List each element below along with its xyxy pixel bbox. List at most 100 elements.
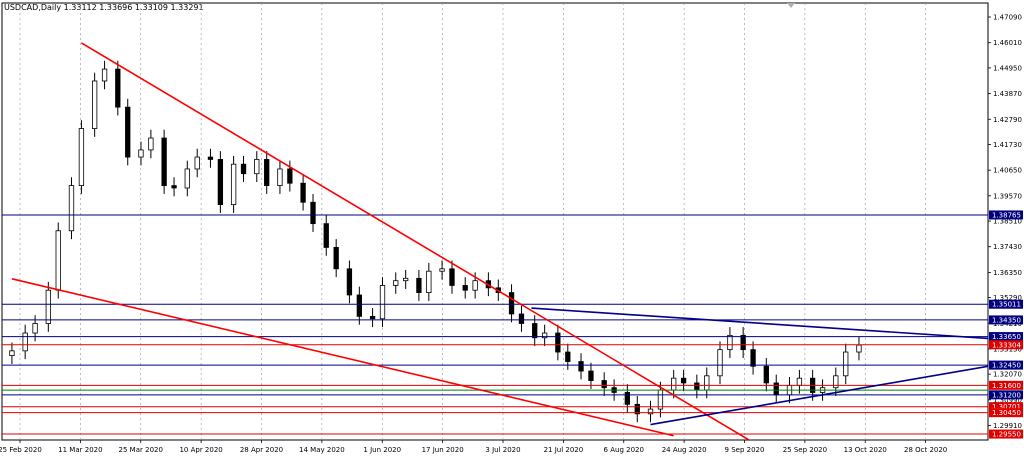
x-tick-label: 25 Sep 2020 bbox=[783, 446, 827, 454]
x-tick-label: 17 Jun 2020 bbox=[422, 446, 464, 454]
level-tag bbox=[989, 390, 1023, 400]
candle-body bbox=[68, 185, 75, 232]
candle-body bbox=[230, 163, 237, 206]
candle-body bbox=[717, 349, 723, 377]
candle-body bbox=[532, 323, 538, 339]
candle-body bbox=[369, 315, 376, 320]
candle-body bbox=[763, 365, 769, 384]
chart-title: USDCAD,Daily 1.33112 1.33696 1.33109 1.3… bbox=[4, 3, 204, 12]
candle-body bbox=[578, 361, 584, 372]
level-tag bbox=[989, 360, 1023, 370]
candle-body bbox=[207, 156, 214, 160]
candle-body bbox=[148, 137, 154, 151]
y-tick-label: 1.35290 bbox=[993, 294, 1022, 302]
level-tag-label: 1.29550 bbox=[992, 431, 1021, 439]
level-tag bbox=[989, 210, 1023, 220]
level-tag bbox=[989, 380, 1023, 390]
candle-body bbox=[45, 289, 51, 324]
candle-body bbox=[32, 323, 38, 334]
x-tick-label: 10 Apr 2020 bbox=[179, 446, 222, 454]
level-tag-label: 1.38765 bbox=[992, 211, 1021, 219]
candle-body bbox=[217, 159, 224, 206]
y-tick-label: 1.38510 bbox=[993, 218, 1022, 226]
candle-body bbox=[240, 163, 247, 175]
candle-body bbox=[680, 377, 687, 384]
candle-body bbox=[346, 268, 353, 296]
y-tick-label: 1.37430 bbox=[993, 243, 1022, 251]
candle-body bbox=[416, 277, 422, 293]
level-tag-label: 1.33650 bbox=[992, 333, 1021, 341]
candle-body bbox=[310, 201, 316, 225]
trendline-red-down-long bbox=[11, 278, 674, 437]
candle-body bbox=[356, 294, 362, 317]
candle-body bbox=[647, 408, 654, 415]
level-tag-label: 1.34350 bbox=[992, 316, 1021, 324]
candle-body bbox=[91, 80, 98, 129]
candle-body bbox=[588, 370, 594, 381]
candle-body bbox=[264, 159, 270, 186]
candle-body bbox=[773, 382, 779, 396]
y-tick-label: 1.29910 bbox=[993, 422, 1022, 430]
candle-body bbox=[393, 280, 399, 286]
y-tick-label: 1.43870 bbox=[993, 90, 1022, 98]
candle-body bbox=[555, 332, 561, 353]
x-tick-label: 25 Mar 2020 bbox=[119, 446, 163, 454]
candle-body bbox=[704, 375, 710, 391]
y-tick-label: 1.36350 bbox=[993, 269, 1022, 277]
candle-body bbox=[472, 280, 478, 291]
candle-body bbox=[462, 285, 468, 291]
x-tick-label: 9 Sep 2020 bbox=[725, 446, 765, 454]
x-tick-label: 13 Oct 2020 bbox=[844, 446, 887, 454]
candle-body bbox=[541, 332, 548, 339]
level-tag bbox=[989, 315, 1023, 325]
candle-body bbox=[171, 185, 177, 189]
candle-body bbox=[55, 230, 61, 291]
candle-body bbox=[750, 349, 756, 367]
x-tick-label: 1 Jun 2020 bbox=[363, 446, 401, 454]
candle-body bbox=[22, 332, 28, 352]
y-tick-label: 1.32070 bbox=[993, 371, 1022, 379]
y-tick-label: 1.46010 bbox=[993, 39, 1022, 47]
level-tag-label: 1.31600 bbox=[992, 382, 1021, 390]
y-tick-label: 1.33130 bbox=[993, 345, 1022, 353]
candle-body bbox=[439, 268, 445, 272]
candle-body bbox=[601, 380, 607, 389]
trendline-blue-upper bbox=[531, 307, 988, 340]
level-tag-label: 1.32450 bbox=[992, 362, 1021, 370]
candle-body bbox=[184, 168, 190, 189]
candle-body bbox=[565, 351, 571, 362]
y-tick-label: 1.30990 bbox=[993, 396, 1022, 404]
level-tag-label: 1.30450 bbox=[992, 409, 1021, 417]
level-tag-label: 1.33304 bbox=[992, 341, 1021, 349]
candle-body bbox=[518, 313, 525, 324]
level-tag bbox=[989, 340, 1023, 350]
candle-body bbox=[833, 375, 839, 389]
candle-body bbox=[287, 168, 293, 184]
x-tick-label: 25 Feb 2020 bbox=[0, 446, 42, 454]
trendline-blue-lower bbox=[650, 365, 988, 426]
candle-body bbox=[634, 403, 640, 415]
candle-body bbox=[449, 268, 455, 286]
x-tick-label: 21 Jul 2020 bbox=[544, 446, 584, 454]
x-tick-label: 14 May 2020 bbox=[299, 446, 345, 454]
candle-body bbox=[277, 168, 283, 186]
candle-body bbox=[125, 106, 131, 158]
plot-frame bbox=[1, 2, 989, 441]
trendline-red-down-steep bbox=[81, 42, 751, 440]
y-tick-label: 1.42790 bbox=[993, 116, 1022, 124]
level-tag-label: 1.35011 bbox=[992, 301, 1021, 309]
y-tick-label: 1.47090 bbox=[993, 14, 1022, 22]
candle-body bbox=[796, 377, 803, 386]
candle-body bbox=[138, 149, 144, 158]
candle-body bbox=[9, 350, 15, 356]
level-tag bbox=[989, 408, 1023, 418]
candle-body bbox=[254, 159, 260, 175]
x-tick-label: 11 Mar 2020 bbox=[58, 446, 102, 454]
candle-body bbox=[624, 392, 630, 405]
y-tick-label: 1.44950 bbox=[993, 64, 1022, 72]
level-tag bbox=[989, 429, 1023, 439]
x-tick-label: 6 Aug 2020 bbox=[604, 446, 644, 454]
candle-body bbox=[740, 334, 746, 351]
y-tick-label: 1.40650 bbox=[993, 167, 1022, 175]
